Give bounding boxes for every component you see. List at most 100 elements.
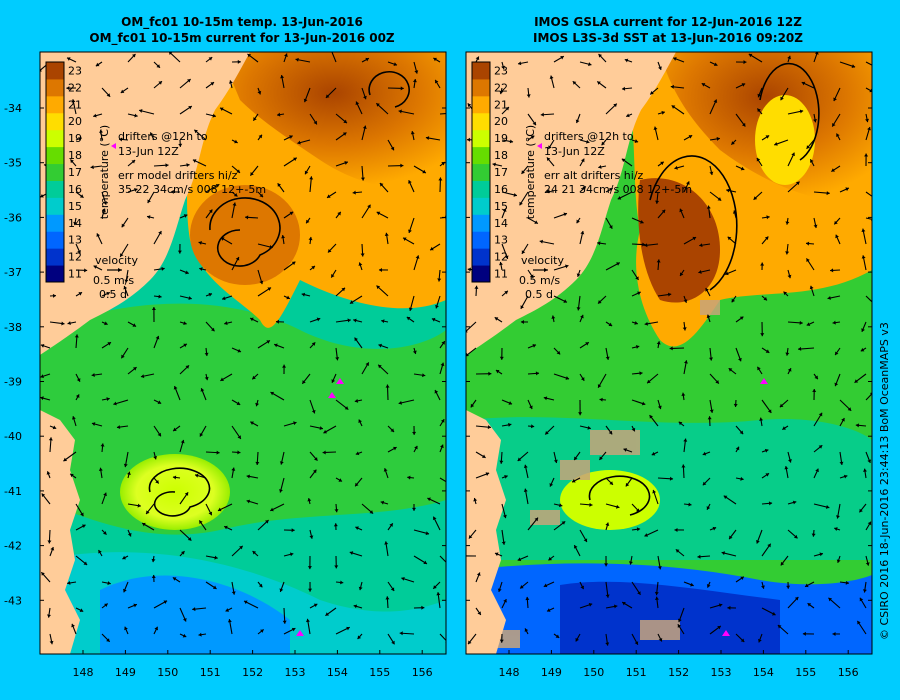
right-current-arrowhead (588, 62, 592, 67)
right-current-arrowhead (674, 165, 678, 170)
left-current-arrowhead (331, 379, 336, 383)
right-current-arrowhead (795, 181, 800, 186)
left-drifters-label-1: drifters @12h to (118, 130, 208, 143)
right-current-arrowhead (832, 320, 836, 325)
left-current-arrowhead (204, 376, 209, 381)
right-current-arrowhead (761, 585, 765, 589)
right-eddy-streamline (649, 155, 738, 291)
left-current-arrowhead (381, 319, 385, 324)
right-velocity-label: velocity (521, 254, 564, 267)
left-current-arrowhead (235, 256, 240, 261)
left-current-arrowhead (52, 293, 57, 298)
right-current-arrowhead (623, 448, 628, 452)
right-current-arrowhead (534, 220, 538, 224)
right-colorbar-swatch (472, 95, 490, 114)
left-current-arrowhead (231, 591, 236, 595)
left-current-vectors (40, 52, 446, 645)
left-current-arrowhead (142, 522, 146, 527)
right-current-arrowhead (771, 611, 776, 616)
right-current-arrowhead (658, 66, 662, 70)
right-colorbar-swatch (472, 214, 490, 232)
left-current-arrowhead (61, 321, 65, 326)
right-current-arrowhead (508, 422, 512, 427)
left-map-frame (39, 51, 447, 655)
right-current-arrowhead (532, 344, 536, 348)
left-current-arrowhead (378, 343, 383, 348)
left-current-arrowhead (435, 79, 439, 84)
left-current-arrowhead (293, 157, 297, 162)
right-current-arrowhead (857, 620, 861, 625)
left-longitude-tick-label: 153 (285, 666, 306, 679)
right-drifter-marker (722, 630, 730, 636)
left-current-arrowhead (236, 401, 241, 405)
left-current-arrowhead (275, 319, 280, 324)
right-current-arrowhead (605, 642, 610, 646)
right-current-arrowhead (836, 559, 841, 563)
left-current-arrowhead (384, 232, 389, 237)
left-current-arrowhead (384, 541, 389, 545)
right-current-arrowhead (727, 605, 731, 610)
right-current-arrowhead (860, 347, 865, 352)
right-current-arrowhead (826, 191, 830, 196)
right-current-arrowhead (504, 475, 508, 479)
right-current-arrowhead (798, 346, 802, 351)
left-current-arrowhead (307, 566, 312, 570)
left-current-arrowhead (255, 461, 260, 465)
left-current-arrowhead (77, 249, 81, 254)
left-longitude-tick-label: 150 (157, 666, 178, 679)
left-current-arrowhead (358, 262, 363, 266)
right-current-arrow (865, 295, 872, 303)
left-err-label-2: 35 22 34cm/s 008 12+-5m (118, 183, 266, 196)
right-current-arrowhead (861, 228, 866, 233)
left-current-arrowhead (121, 354, 125, 359)
right-colorbar-swatch (472, 197, 490, 215)
latitude-tick-label: -37 (4, 266, 22, 279)
left-current-arrowhead (410, 131, 415, 135)
right-longitude-tick-label: 151 (626, 666, 647, 679)
right-current-arrowhead (678, 421, 683, 426)
right-current-arrowhead (565, 264, 569, 269)
right-current-arrowhead (635, 276, 639, 280)
right-current-arrowhead (834, 382, 839, 387)
left-current-arrowhead (312, 469, 317, 474)
right-current-arrowhead (799, 109, 804, 114)
left-current-arrowhead (188, 106, 192, 110)
right-current-arrowhead (656, 259, 661, 263)
right-drifters-label-1: drifters @12h to (544, 130, 634, 143)
left-current-arrowhead (78, 137, 82, 141)
right-current-arrowhead (832, 631, 836, 636)
right-current-arrowhead (549, 483, 554, 487)
right-longitude-tick-label: 148 (499, 666, 520, 679)
left-current-arrowhead (151, 558, 156, 563)
right-current-arrowhead (698, 270, 702, 274)
left-current-arrowhead (353, 604, 358, 609)
left-current-arrowhead (106, 638, 110, 642)
left-current-arrowhead (379, 182, 384, 187)
right-map-panel (466, 52, 872, 654)
right-current-arrowhead (502, 514, 507, 519)
latitude-tick-label: -42 (4, 540, 22, 553)
left-current-arrowhead (220, 107, 224, 112)
left-longitude-tick-label: 156 (412, 666, 433, 679)
left-current-arrowhead (147, 199, 151, 204)
right-current-arrowhead (728, 368, 733, 372)
right-current-arrowhead (715, 380, 719, 384)
right-current-arrowhead (549, 75, 554, 79)
right-current-arrowhead (702, 481, 707, 486)
right-current-arrowhead (636, 527, 641, 532)
right-current-arrowhead (644, 321, 648, 326)
left-current-arrowhead (183, 214, 188, 218)
right-current-arrowhead (801, 81, 806, 86)
right-current-arrowhead (717, 625, 721, 630)
right-current-arrowhead (740, 576, 744, 581)
left-colorbar-tick: 23 (68, 64, 82, 77)
right-colorbar-tick: 12 (494, 251, 508, 264)
right-current-arrowhead (667, 292, 672, 297)
right-current-arrowhead (835, 515, 840, 519)
right-current-arrowhead (521, 170, 525, 174)
left-current-arrowhead (91, 373, 95, 377)
left-current-arrowhead (279, 588, 284, 592)
left-current-arrowhead (408, 180, 412, 184)
right-current-arrowhead (551, 315, 556, 319)
right-current-arrowhead (767, 543, 771, 548)
